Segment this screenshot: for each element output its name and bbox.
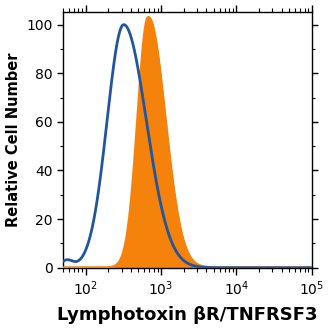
X-axis label: Lymphotoxin βR/TNFRSF3: Lymphotoxin βR/TNFRSF3 (57, 307, 317, 324)
Y-axis label: Relative Cell Number: Relative Cell Number (6, 53, 20, 227)
